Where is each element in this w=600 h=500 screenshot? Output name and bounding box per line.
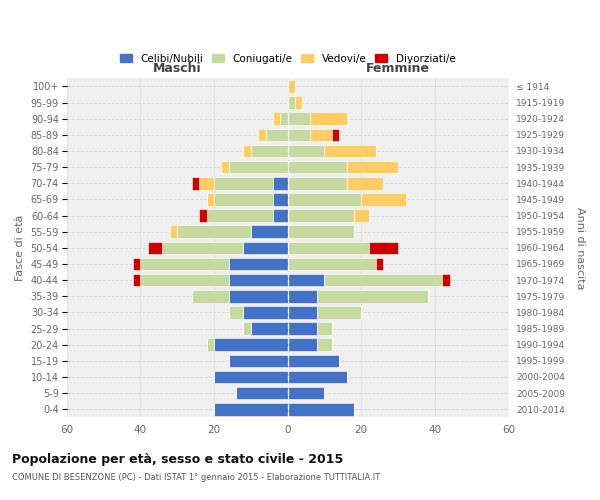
Bar (287, 112, 310, 125)
Bar (229, 290, 287, 302)
Bar (287, 370, 347, 384)
Bar (325, 274, 442, 286)
Bar (332, 128, 339, 141)
Bar (310, 128, 332, 141)
Bar (199, 209, 206, 222)
Bar (236, 387, 287, 400)
Bar (229, 274, 287, 286)
Bar (214, 193, 273, 205)
Bar (192, 177, 199, 190)
Bar (287, 161, 347, 173)
Bar (244, 242, 287, 254)
Bar (287, 258, 376, 270)
Bar (229, 161, 287, 173)
Bar (347, 177, 383, 190)
Y-axis label: Fasce di età: Fasce di età (15, 214, 25, 281)
Bar (140, 274, 229, 286)
Bar (251, 322, 287, 335)
Bar (361, 193, 406, 205)
Bar (317, 338, 332, 351)
Bar (287, 387, 325, 400)
Bar (287, 209, 354, 222)
Text: COMUNE DI BESENZONE (PC) - Dati ISTAT 1° gennaio 2015 - Elaborazione TUTTITALIA.: COMUNE DI BESENZONE (PC) - Dati ISTAT 1°… (12, 472, 380, 482)
Bar (287, 306, 317, 318)
Bar (273, 112, 280, 125)
Bar (310, 112, 347, 125)
Bar (325, 144, 376, 157)
Bar (229, 354, 287, 367)
Bar (133, 274, 140, 286)
Bar (317, 322, 332, 335)
Y-axis label: Anni di nascita: Anni di nascita (575, 206, 585, 289)
Bar (354, 209, 368, 222)
Bar (368, 242, 398, 254)
Bar (170, 226, 177, 238)
Bar (251, 144, 287, 157)
Bar (244, 306, 287, 318)
Bar (133, 258, 140, 270)
Legend: Celibi/Nubili, Coniugati/e, Vedovi/e, Divorziati/e: Celibi/Nubili, Coniugati/e, Vedovi/e, Di… (116, 50, 460, 68)
Bar (214, 370, 287, 384)
Bar (287, 354, 339, 367)
Bar (442, 274, 450, 286)
Bar (287, 80, 295, 92)
Bar (206, 209, 273, 222)
Bar (376, 258, 383, 270)
Bar (251, 226, 287, 238)
Bar (177, 226, 251, 238)
Bar (317, 290, 428, 302)
Bar (229, 306, 244, 318)
Bar (287, 322, 317, 335)
Bar (287, 177, 347, 190)
Bar (140, 258, 229, 270)
Bar (287, 128, 310, 141)
Bar (273, 177, 287, 190)
Bar (192, 290, 229, 302)
Bar (229, 258, 287, 270)
Bar (287, 144, 325, 157)
Bar (317, 306, 361, 318)
Bar (273, 193, 287, 205)
Bar (287, 193, 361, 205)
Bar (258, 128, 266, 141)
Bar (347, 161, 398, 173)
Bar (163, 242, 244, 254)
Bar (287, 242, 368, 254)
Bar (287, 290, 317, 302)
Bar (273, 209, 287, 222)
Bar (148, 242, 163, 254)
Bar (244, 322, 251, 335)
Text: Femmine: Femmine (366, 62, 430, 75)
Bar (266, 128, 287, 141)
Bar (214, 177, 273, 190)
Bar (287, 96, 295, 109)
Bar (199, 177, 214, 190)
Bar (280, 112, 287, 125)
Bar (287, 338, 317, 351)
Bar (295, 96, 302, 109)
Bar (214, 338, 287, 351)
Bar (244, 144, 251, 157)
Bar (214, 403, 287, 415)
Bar (206, 338, 214, 351)
Bar (287, 403, 354, 415)
Text: Popolazione per età, sesso e stato civile - 2015: Popolazione per età, sesso e stato civil… (12, 452, 343, 466)
Bar (221, 161, 229, 173)
Text: Maschi: Maschi (153, 62, 202, 75)
Bar (287, 274, 325, 286)
Bar (287, 226, 354, 238)
Bar (206, 193, 214, 205)
